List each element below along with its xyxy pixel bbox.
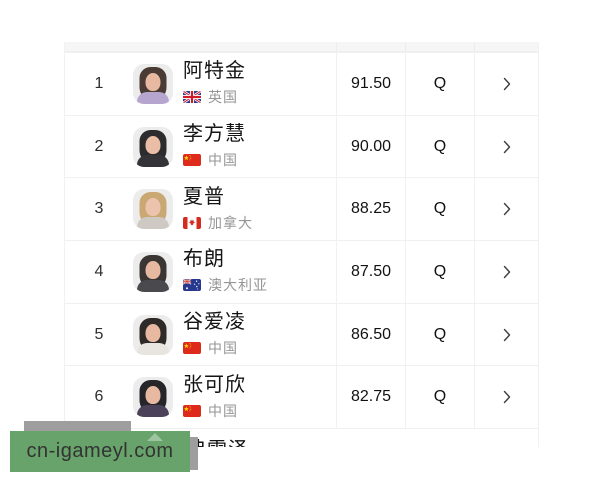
qualified-badge: Q [405,303,474,366]
flag-uk-icon [183,91,201,104]
athlete-name: 夏普 [183,185,225,208]
nationality: 英国 [183,87,246,107]
chevron-right-icon [503,77,510,91]
sliver-cell [474,42,538,51]
rank-label: 6 [94,388,104,406]
flag-china-icon [183,154,201,167]
table-row[interactable]: 3 夏普 加拿大 88.25 Q [65,177,538,241]
rank-label: 3 [94,200,104,218]
score-value: 91.50 [336,53,405,115]
qualified-badge: Q [405,53,474,115]
score-value: 82.75 [336,366,405,429]
watermark-gray-bar [24,421,131,432]
athlete-info: 谷爱凌 中国 [183,311,246,358]
nationality: 中国 [183,338,246,358]
athlete-name: 弗雷泽 [186,433,249,447]
athlete-avatar [133,314,173,355]
athlete-cell: 6 张可欣 中国 [65,366,336,428]
sliver-cell [336,42,405,51]
country-name: 英国 [208,89,238,106]
table-row[interactable]: 2 李方慧 中国 90.00 Q [65,114,538,178]
country-name: 加拿大 [208,214,253,231]
row-detail-button[interactable] [474,178,538,241]
qualified-badge: Q [405,241,474,303]
row-detail-button[interactable] [474,366,538,429]
country-name: 中国 [208,152,238,169]
rank-label: 2 [94,137,104,155]
flag-canada-icon [183,216,201,229]
table-row[interactable]: 6 张可欣 中国 82.75 Q [65,365,538,429]
chevron-right-icon [503,140,510,153]
country-name: 澳大利亚 [208,277,268,294]
row-detail-button[interactable] [474,241,538,303]
flag-china-icon [183,342,201,355]
athlete-name: 张可欣 [183,373,246,396]
qualified-badge: Q [405,115,474,178]
athlete-info: 李方慧 中国 [183,123,246,170]
athlete-cell: 5 谷爱凌 中国 [65,304,336,366]
table-row[interactable]: 4 布朗 澳大利亚 87.50 Q [65,240,538,303]
sliver-cell [65,42,336,51]
watermark-text: cn-igameyl.com [26,440,174,462]
chevron-right-icon [503,203,510,216]
athlete-info: 夏普 加拿大 [183,186,253,233]
athlete-avatar [133,63,173,104]
nationality: 中国 [183,150,246,170]
country-name: 中国 [208,340,238,357]
athlete-avatar [133,377,173,418]
country-name: 中国 [208,402,238,419]
athlete-cell: 3 夏普 加拿大 [65,178,336,240]
athlete-cell: 1 阿特金 英国 [65,53,336,115]
rank-label: 1 [94,74,104,92]
athlete-avatar [133,126,173,167]
table-row[interactable]: 1 阿特金 英国 91.50 Q [65,52,538,115]
score-value: 86.50 [336,303,405,366]
athlete-avatar [133,251,173,292]
chevron-right-icon [503,265,510,279]
qualified-badge: Q [405,366,474,429]
athlete-info: 布朗 澳大利亚 [183,248,268,295]
watermark-box: cn-igameyl.com [10,431,190,472]
flag-china-icon [183,404,201,417]
athlete-cell: 2 李方慧 中国 [65,116,336,178]
score-value: 88.25 [336,178,405,241]
athlete-info: 阿特金 英国 [183,60,246,107]
qualified-badge: Q [405,178,474,241]
athlete-cell: 4 布朗 澳大利亚 [65,241,336,303]
rank-label: 5 [94,325,104,343]
athlete-avatar [133,189,173,230]
row-detail-button[interactable] [474,53,538,115]
results-table: 1 阿特金 英国 91.50 Q 2 [64,42,539,448]
row-detail-button[interactable] [474,303,538,366]
athlete-name: 布朗 [183,248,225,271]
rank-label: 4 [94,262,104,280]
score-value: 87.50 [336,241,405,303]
nationality: 澳大利亚 [183,275,268,295]
score-value: 90.00 [336,115,405,178]
nationality: 中国 [183,401,246,421]
chevron-right-icon [503,391,510,404]
athlete-name: 李方慧 [183,123,246,146]
row-detail-button[interactable] [474,115,538,178]
sliver-cell [405,42,474,51]
watermark-shadow [190,437,198,470]
chevron-right-icon [503,328,510,341]
scrolled-row-sliver [65,42,538,52]
table-row[interactable]: 5 谷爱凌 中国 86.50 Q [65,302,538,366]
flag-australia-icon [183,279,201,292]
athlete-info: 张可欣 中国 [183,374,246,421]
athlete-name: 谷爱凌 [183,311,246,334]
scroll-top-caret-icon [147,433,163,441]
athlete-name: 阿特金 [183,60,246,83]
nationality: 加拿大 [183,213,253,233]
